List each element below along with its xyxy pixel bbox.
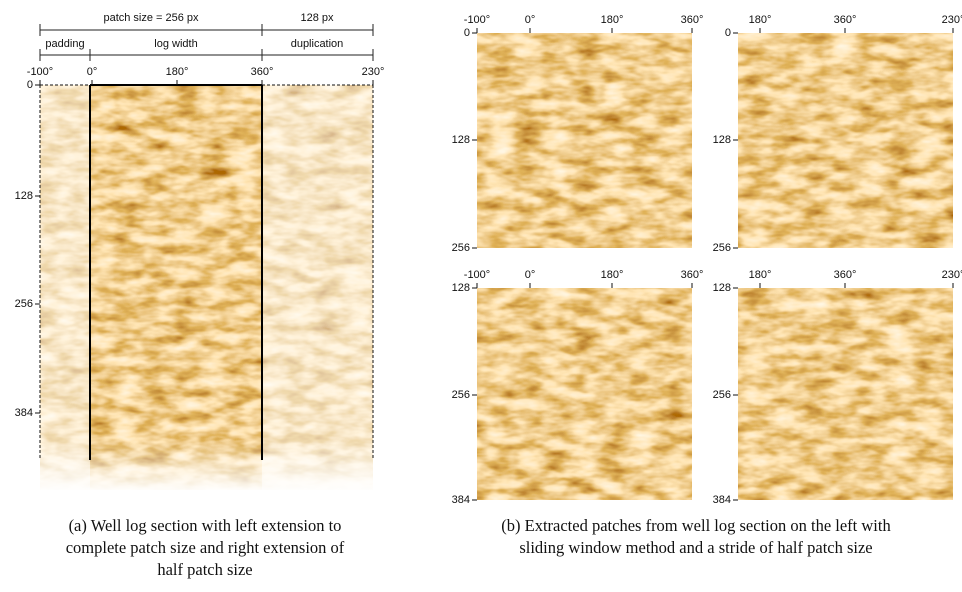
caption-line: (a) Well log section with left extension… [68,516,342,535]
x-tick-label: 180° [749,14,772,26]
x-tick-label: 230° [362,66,385,78]
fade [38,440,375,492]
patch-image [738,33,953,248]
figure-graphics: patch size = 256 px 128 px padding log w… [15,12,962,506]
y-tick-label: 128 [713,134,731,146]
y-tick-label: 128 [452,134,470,146]
caption-line: (b) Extracted patches from well log sect… [501,516,891,535]
caption-line: half patch size [157,560,253,579]
y-tick-label: 384 [452,494,470,506]
x-tick-label: 230° [942,269,962,281]
y-tick-label: 256 [15,298,33,310]
y-tick-label: 256 [713,389,731,401]
x-tick-label: -100° [27,66,53,78]
y-tick-label: 256 [713,242,731,254]
extension-border [39,84,374,460]
caption-b: (b) Extracted patches from well log sect… [430,515,962,559]
y-tick-label: 0 [464,27,470,39]
caption-a: (a) Well log section with left extension… [25,515,385,581]
x-tick-label: 0° [87,66,98,78]
x-tick-label: 180° [601,269,624,281]
patch-image [477,33,692,248]
x-tick-label: 0° [525,269,536,281]
x-tick-label: 0° [525,14,536,26]
caption-line: complete patch size and right extension … [65,538,345,557]
y-tick-label: 0 [27,79,33,91]
y-tick-label: 128 [713,282,731,294]
section-label: padding [45,38,84,50]
x-tick-label: 360° [681,269,704,281]
x-tick-label: 230° [942,14,962,26]
y-tick-label: 384 [713,494,731,506]
patch-image [477,288,692,500]
log-border [89,84,263,460]
padding-overlay [40,85,90,490]
x-tick-label: 180° [166,66,189,78]
header-label: patch size = 256 px [103,12,199,24]
y-tick-label: 256 [452,242,470,254]
y-tick-label: 128 [452,282,470,294]
header-label: 128 px [300,12,334,24]
x-tick-label: -100° [464,14,490,26]
x-tick-label: 360° [834,269,857,281]
duplication-overlay [262,85,373,490]
brackets [39,24,374,61]
x-tick-label: 180° [749,269,772,281]
x-tick-label: 360° [251,66,274,78]
y-tick-label: 0 [725,27,731,39]
x-tick-label: 360° [681,14,704,26]
caption-line: sliding window method and a stride of ha… [519,538,873,557]
patch-image [738,288,953,500]
x-tick-label: -100° [464,269,490,281]
x-tick-label: 180° [601,14,624,26]
y-tick-label: 384 [15,407,33,419]
section-label: duplication [291,38,344,50]
section-label: log width [154,38,197,50]
y-tick-label: 128 [15,190,33,202]
y-tick-label: 256 [452,389,470,401]
x-tick-label: 360° [834,14,857,26]
